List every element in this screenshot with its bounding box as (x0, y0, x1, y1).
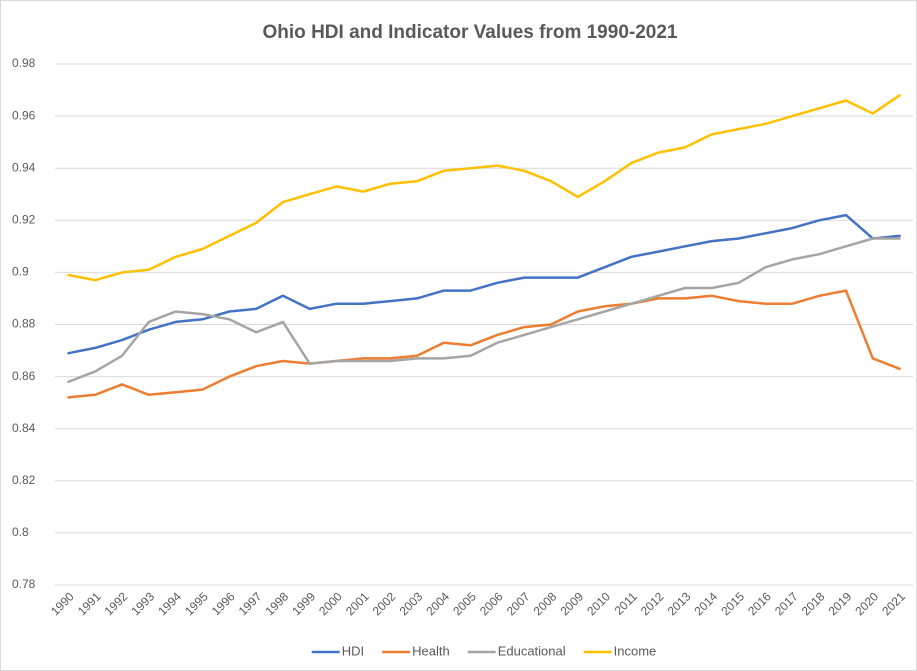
legend-label: Health (412, 643, 450, 658)
y-tick-label: 0.86 (12, 369, 36, 383)
legend: HDI Health Educational Income (311, 643, 657, 658)
legend-label: HDI (342, 643, 364, 658)
y-tick-label: 0.94 (12, 160, 36, 174)
y-tick-label: 0.84 (12, 421, 36, 435)
line-series (67, 289, 901, 399)
legend-label: Income (614, 643, 657, 658)
line-series (67, 94, 901, 282)
y-tick-label: 0.92 (12, 212, 36, 226)
y-tick-label: 0.98 (12, 56, 36, 70)
y-tick-label: 0.78 (12, 577, 36, 591)
chart-title: Ohio HDI and Indicator Values from 1990-… (263, 22, 678, 43)
y-tick-label: 0.82 (12, 473, 36, 487)
y-tick-label: 0.88 (12, 317, 36, 331)
y-tick-label: 0.9 (12, 265, 29, 279)
legend-label: Educational (498, 643, 566, 658)
line-series (67, 213, 901, 355)
y-tick-label: 0.8 (12, 525, 29, 539)
line-series (67, 237, 901, 384)
y-tick-label: 0.96 (12, 108, 36, 122)
